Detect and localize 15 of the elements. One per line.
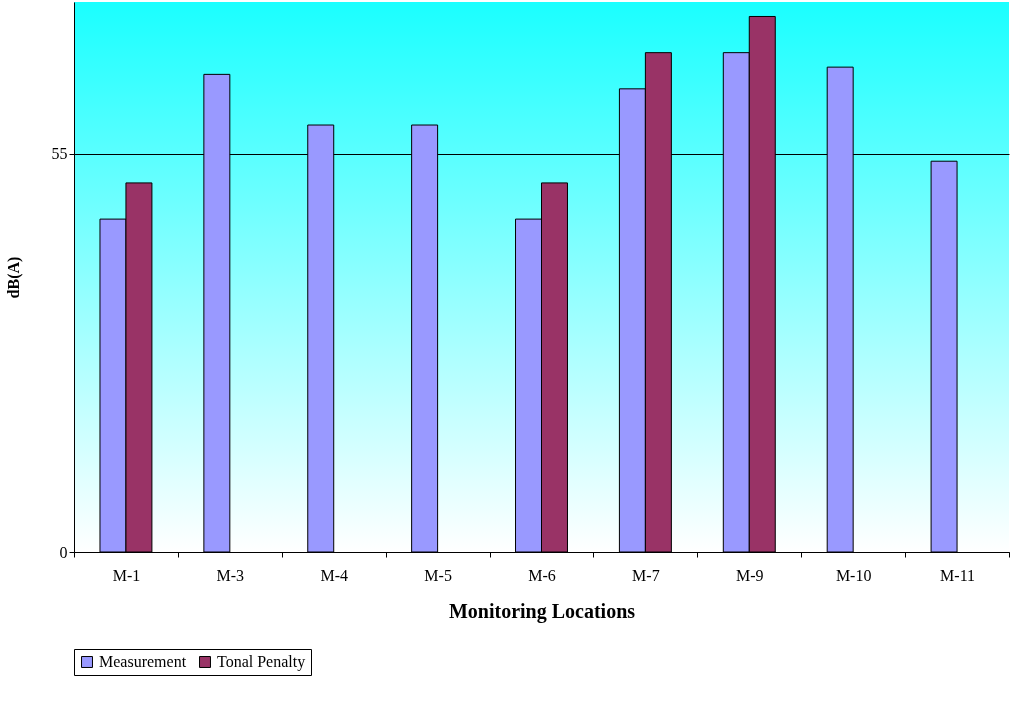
x-tick-label: M-7: [632, 566, 660, 584]
x-axis-title: Monitoring Locations: [448, 599, 636, 623]
x-tick-label: M-6: [528, 566, 556, 584]
x-tick-label: M-5: [424, 566, 452, 584]
x-tick-label: M-10: [835, 566, 872, 584]
y-tick-label: 0: [59, 543, 68, 561]
legend-label: Measurement: [99, 653, 187, 670]
x-tick-label: M-3: [216, 566, 245, 584]
x-tick-label: M-11: [940, 566, 976, 584]
legend-label: Tonal Penalty: [217, 653, 306, 671]
x-tick-label: M-9: [736, 566, 764, 584]
y-tick-label: 55: [51, 145, 68, 163]
x-tick-label: M-1: [112, 566, 141, 584]
x-tick-label: M-4: [320, 566, 348, 584]
y-axis-title: dB(A): [4, 256, 23, 299]
